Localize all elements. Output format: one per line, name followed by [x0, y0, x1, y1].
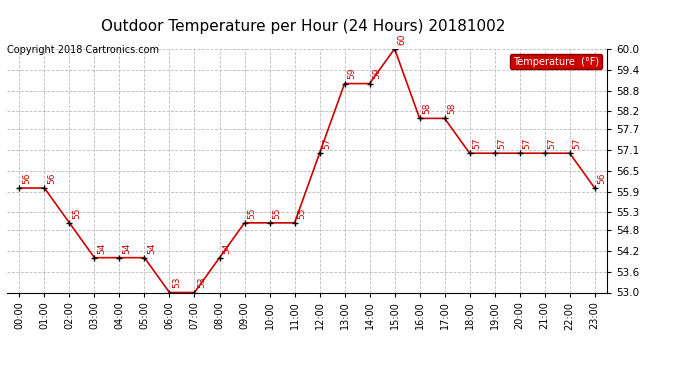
- Text: 57: 57: [497, 138, 506, 149]
- Text: 57: 57: [547, 138, 556, 149]
- Text: 55: 55: [247, 207, 256, 219]
- Text: 54: 54: [147, 242, 156, 254]
- Text: 59: 59: [373, 68, 382, 80]
- Text: 57: 57: [573, 138, 582, 149]
- Text: 54: 54: [122, 242, 131, 254]
- Text: 59: 59: [347, 68, 356, 80]
- Text: 57: 57: [473, 138, 482, 149]
- Text: 58: 58: [447, 103, 456, 114]
- Text: 54: 54: [97, 242, 106, 254]
- Text: 58: 58: [422, 103, 431, 114]
- Text: 54: 54: [222, 242, 231, 254]
- Legend: Temperature  (°F): Temperature (°F): [511, 54, 602, 69]
- Text: 55: 55: [297, 207, 306, 219]
- Text: Outdoor Temperature per Hour (24 Hours) 20181002: Outdoor Temperature per Hour (24 Hours) …: [101, 19, 506, 34]
- Text: 57: 57: [322, 138, 331, 149]
- Text: 53: 53: [197, 277, 206, 288]
- Text: 57: 57: [522, 138, 531, 149]
- Text: 53: 53: [172, 277, 181, 288]
- Text: 55: 55: [273, 207, 282, 219]
- Text: Copyright 2018 Cartronics.com: Copyright 2018 Cartronics.com: [7, 45, 159, 55]
- Text: 56: 56: [47, 172, 56, 184]
- Text: 56: 56: [22, 172, 31, 184]
- Text: 56: 56: [598, 172, 607, 184]
- Text: 55: 55: [72, 207, 81, 219]
- Text: 60: 60: [397, 33, 406, 45]
